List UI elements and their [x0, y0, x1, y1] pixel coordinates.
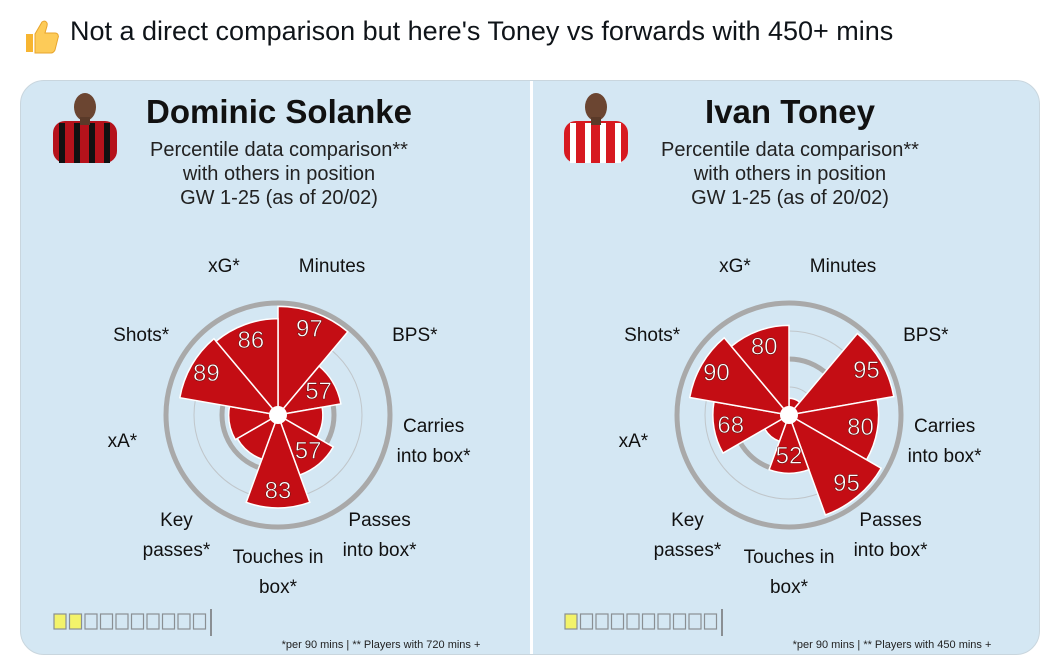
- bar-wedge: [787, 332, 895, 417]
- value-label: 52: [776, 443, 803, 470]
- chart: 95 80 95 52 68 90 80: [564, 93, 904, 636]
- category-label: Touches in box*: [232, 547, 324, 598]
- indicator-box: [703, 613, 718, 630]
- chart-title: Ivan Toney: [705, 93, 875, 130]
- photo-stripe: [74, 123, 80, 163]
- photo-shirt: [53, 121, 117, 163]
- bar-wedge: [276, 365, 342, 417]
- category-label: BPS*: [392, 325, 438, 346]
- grid-ring: [674, 300, 904, 530]
- indicator-box: [192, 613, 207, 630]
- category-label: xG*: [719, 255, 751, 277]
- chart-panel: 95 80 95 52 68 90 80 Ivan Toney Percentile data …: [532, 81, 1039, 654]
- chart-subtitle: GW 1-25 (as of 20/02): [691, 187, 889, 209]
- value-label: 80: [751, 333, 778, 360]
- category-label: Touches in box*: [743, 547, 835, 598]
- value-label: 57: [295, 437, 322, 464]
- chart-subtitle: with others in position: [182, 163, 376, 185]
- photo-head: [74, 93, 96, 121]
- indicator-box: [595, 613, 609, 630]
- indicator-box: [161, 613, 176, 630]
- bar-wedge: [178, 337, 280, 417]
- value-label: 83: [265, 477, 292, 504]
- bar-wedge: [245, 412, 311, 509]
- value-label: 90: [703, 360, 730, 387]
- indicator-box: [688, 613, 702, 630]
- tweet-text: Not a direct comparison but here's Toney…: [70, 16, 894, 46]
- chart-panel: 97 57 57 83 89 86 Dominic Solanke Percentile da…: [21, 81, 531, 654]
- category-label: Passes into box*: [342, 510, 417, 562]
- chart-title: Dominic Solanke: [146, 93, 412, 130]
- photo-head: [585, 93, 607, 121]
- category-label: Key passes*: [653, 510, 722, 562]
- center-dot: [780, 406, 798, 424]
- bar-wedge: [730, 324, 790, 418]
- footnote: *per 90 mins | ** Players with 450 mins …: [792, 639, 992, 651]
- chart-subtitle: GW 1-25 (as of 20/02): [180, 187, 378, 209]
- category-label: Carries into box*: [396, 416, 471, 468]
- category-label: Shots*: [624, 325, 681, 346]
- value-label: 89: [193, 360, 220, 387]
- chart-subtitle: with others in position: [693, 163, 887, 185]
- value-label: 95: [833, 470, 860, 497]
- category-label: Carries into box*: [907, 416, 982, 468]
- bar-wedge: [768, 412, 810, 474]
- category-label: Minutes: [298, 255, 366, 277]
- photo-stripe: [59, 123, 65, 163]
- category-label: xA*: [618, 431, 649, 453]
- photo-stripe: [104, 123, 110, 163]
- thumbs-up-emoji: [26, 20, 59, 54]
- indicator-box: [130, 613, 145, 630]
- image-card: 97 57 57 83 89 86 Dominic Solanke Percentile da…: [20, 80, 1040, 655]
- category-label: Key passes*: [142, 510, 211, 562]
- indicator-box: [641, 613, 656, 630]
- bar-wedge: [787, 413, 883, 516]
- bar-wedge: [277, 305, 349, 418]
- photo-stripe: [585, 123, 591, 163]
- category-label: Minutes: [809, 255, 877, 277]
- indicator-box: [68, 613, 83, 630]
- photo-shirt: [564, 121, 628, 163]
- bar-wedge: [688, 336, 791, 417]
- indicator-box: [177, 613, 191, 630]
- grid-ring: [163, 300, 393, 530]
- chart-subtitle: Percentile data comparison**: [150, 139, 408, 161]
- category-label: Passes into box*: [853, 510, 928, 562]
- photo-stripe: [600, 123, 606, 163]
- chart-subtitle: Percentile data comparison**: [661, 139, 919, 161]
- value-label: 68: [717, 412, 744, 439]
- bar-wedge: [215, 317, 279, 418]
- indicator-box: [146, 613, 160, 630]
- photo-stripe: [570, 123, 576, 163]
- footnote: *per 90 mins | ** Players with 720 mins …: [281, 639, 481, 651]
- value-label: 95: [853, 357, 880, 384]
- indicator-box: [672, 613, 687, 630]
- category-label: xA*: [107, 431, 138, 453]
- indicator-box: [115, 613, 129, 630]
- category-label: BPS*: [903, 325, 949, 346]
- value-label: 86: [238, 327, 265, 354]
- indicator-box: [579, 613, 594, 630]
- panel-divider: [530, 81, 533, 654]
- indicator-box: [564, 613, 578, 630]
- indicator-box: [53, 613, 67, 630]
- indicator-box: [99, 613, 114, 630]
- value-label: 97: [296, 315, 323, 342]
- indicator-box: [657, 613, 671, 630]
- indicator-box: [84, 613, 98, 630]
- value-label: 80: [847, 414, 874, 441]
- photo-neck: [80, 117, 90, 125]
- category-label: xG*: [208, 255, 240, 277]
- photo-neck: [591, 117, 601, 125]
- category-label: Shots*: [113, 325, 170, 346]
- center-dot: [269, 406, 287, 424]
- indicator-box: [610, 613, 625, 630]
- photo-stripe: [615, 123, 621, 163]
- indicator-box: [626, 613, 640, 630]
- photo-stripe: [89, 123, 95, 163]
- value-label: 57: [305, 378, 332, 405]
